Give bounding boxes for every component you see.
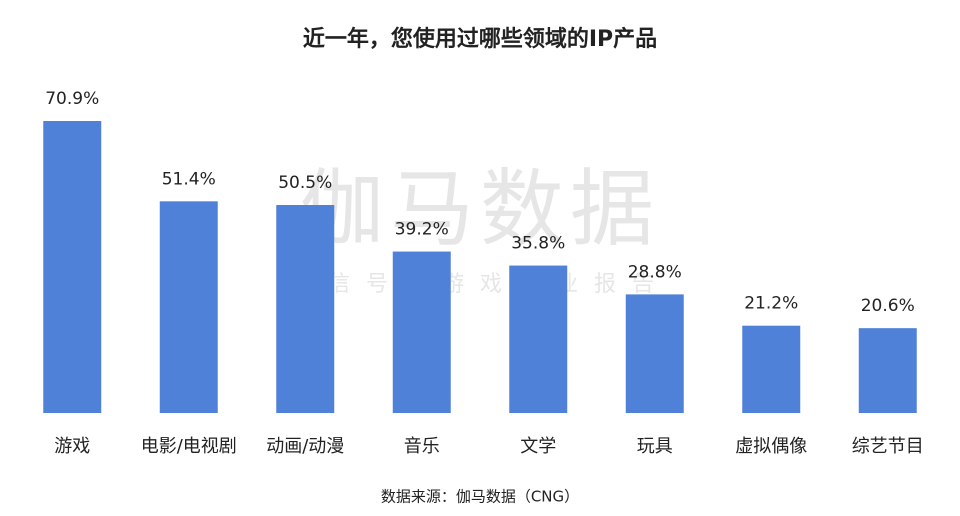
watermark: 伽马数据 — [300, 160, 660, 258]
bar — [159, 201, 218, 413]
x-tick-label: 音乐 — [404, 436, 440, 457]
data-label: 70.9% — [45, 89, 99, 109]
bar — [276, 205, 335, 413]
x-tick-label: 虚拟偶像 — [735, 436, 807, 457]
x-tick-label: 电影/电视剧 — [141, 436, 237, 457]
data-label: 28.8% — [628, 262, 682, 282]
data-label: 50.5% — [278, 173, 332, 193]
bar — [509, 265, 568, 413]
bar — [392, 251, 451, 413]
data-label: 21.2% — [744, 294, 798, 314]
data-label: 35.8% — [511, 234, 565, 254]
x-tick-label: 综艺节目 — [852, 436, 924, 457]
bar — [625, 294, 684, 413]
data-label: 51.4% — [162, 169, 216, 189]
x-tick-label: 动画/动漫 — [266, 436, 344, 457]
x-tick-label: 玩具 — [637, 436, 673, 457]
chart-title: 近一年，您使用过哪些领域的IP产品 — [303, 26, 657, 52]
source-note: 数据来源：伽马数据（CNG） — [381, 488, 579, 506]
x-tick-label: 文学 — [520, 436, 556, 457]
data-label: 20.6% — [861, 296, 915, 316]
watermark-subtitle: 微信号：游戏产业报告 — [290, 272, 670, 297]
bar — [43, 121, 102, 413]
data-label: 39.2% — [395, 220, 449, 240]
x-tick-label: 游戏 — [54, 436, 90, 457]
bar — [742, 325, 801, 413]
bar — [858, 328, 917, 413]
